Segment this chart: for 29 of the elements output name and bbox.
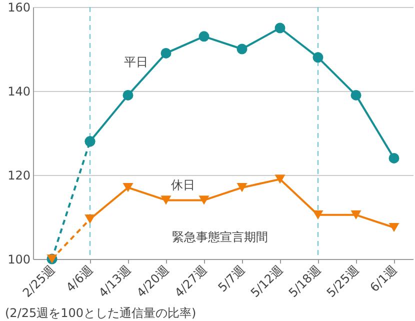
point <box>388 222 400 232</box>
point <box>84 136 96 147</box>
point <box>84 214 96 224</box>
point <box>122 90 134 100</box>
x-tick-label: 5/7週 <box>215 262 248 295</box>
point <box>160 196 172 205</box>
text: (2/25週を100とした通信量の比率) <box>5 306 196 320</box>
point <box>198 31 210 42</box>
y-tick-label: 120 <box>8 168 30 182</box>
point <box>274 22 286 34</box>
point <box>122 183 134 192</box>
annotation: 緊急事態宣言期間 <box>172 230 268 244</box>
point <box>350 210 362 220</box>
series-label: 平日 <box>124 55 148 70</box>
x-tick-label: 4/6週 <box>63 262 96 295</box>
point <box>274 174 286 184</box>
point <box>312 52 324 63</box>
point <box>388 152 400 164</box>
y-tick-label: 160 <box>8 0 30 14</box>
point <box>236 183 248 192</box>
x-tick-label: 6/1週 <box>367 262 400 295</box>
y-tick-label: 100 <box>8 252 30 266</box>
y-tick-label: 140 <box>8 84 30 98</box>
series-label: 休日 <box>171 178 195 192</box>
point <box>236 44 248 54</box>
point <box>312 210 324 220</box>
point <box>160 48 172 58</box>
point <box>198 196 210 205</box>
point <box>350 90 362 100</box>
